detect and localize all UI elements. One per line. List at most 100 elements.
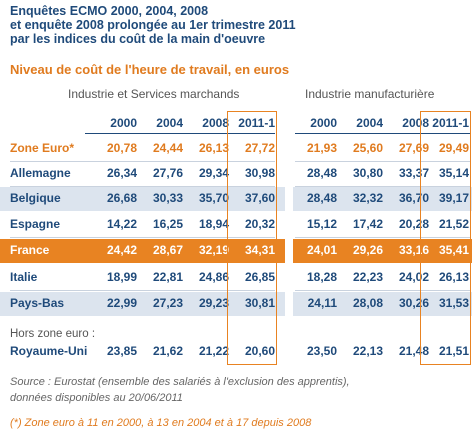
cell-manuf-2008: 30,26	[398, 296, 429, 310]
row-separator	[295, 290, 470, 291]
cell-services-2004: 16,25	[152, 217, 183, 231]
cell-manuf-2004: 25,60	[352, 141, 383, 155]
highlight-box-2011	[227, 111, 277, 365]
cell-manuf-2011-1: 29,49	[438, 141, 469, 155]
cell-manuf-2011-1: 31,53	[438, 296, 469, 310]
cell-services-2008: 26,13	[198, 141, 229, 155]
cell-manuf-2004: 30,80	[352, 166, 383, 180]
row-separator	[295, 161, 470, 162]
cell-services-2011-1: 34,31	[244, 243, 275, 257]
cell-manuf-2000: 28,48	[306, 191, 337, 205]
column-header-mfg-2008: 2008	[402, 116, 429, 130]
cell-services-2004: 27,76	[152, 166, 183, 180]
cell-manuf-2004: 28,08	[352, 296, 383, 310]
cell-services-2000: 22,99	[106, 296, 137, 310]
cell-manuf-2004: 29,26	[352, 243, 383, 257]
cell-manuf-2000: 23,50	[306, 344, 337, 358]
cell-services-2011-1: 37,60	[244, 191, 275, 205]
group-gap	[285, 187, 293, 211]
table-row: Italie 18,99 22,81 24,86 26,85 18,28 22,23 24,0…	[0, 266, 472, 290]
cell-services-2000: 20,78	[106, 141, 137, 155]
row-label: Italie	[10, 270, 38, 284]
cell-services-2011-1: 20,32	[244, 217, 275, 231]
column-header-svc-2000: 2000	[110, 116, 137, 130]
chart-subtitle: Niveau de coût de l'heure de travail, en…	[10, 62, 290, 77]
cell-manuf-2008: 24,02	[398, 270, 429, 284]
row-label: France	[10, 243, 50, 257]
row-label: Zone Euro*	[10, 141, 75, 155]
cell-manuf-2011-1: 21,52	[438, 217, 469, 231]
cell-manuf-2004: 22,23	[352, 270, 383, 284]
group-label-services: Industrie et Services marchands	[68, 87, 240, 101]
cell-manuf-2000: 15,12	[306, 217, 337, 231]
cell-services-2000: 23,85	[106, 344, 137, 358]
cell-manuf-2000: 24,11	[307, 296, 337, 310]
table-row: Espagne 14,22 16,25 18,94 20,32 15,12 17,42 20,…	[0, 213, 472, 237]
footnote: (*) Zone euro à 11 en 2000, à 13 en 2004…	[10, 417, 312, 429]
cell-services-2008: 29,34	[198, 166, 229, 180]
cell-services-2008: 35,70	[198, 191, 229, 205]
column-header-svc-2004: 2004	[156, 116, 183, 130]
cell-manuf-2008: 20,28	[398, 217, 429, 231]
column-header-mfg-2011-1: 2011-1	[432, 116, 469, 130]
cell-services-2011-1: 26,85	[244, 270, 275, 284]
header-rule-0	[85, 133, 275, 134]
cell-services-2011-1: 30,98	[244, 166, 275, 180]
cell-services-2011-1: 27,72	[244, 141, 275, 155]
column-header-svc-2011-1: 2011-1	[238, 116, 275, 130]
row-label: Pays-Bas	[10, 296, 65, 310]
row-separator	[295, 186, 470, 187]
cell-services-2000: 18,99	[106, 270, 137, 284]
column-header-mfg-2004: 2004	[356, 116, 383, 130]
cell-services-2004: 28,67	[152, 243, 183, 257]
cell-manuf-2008: 33,37	[398, 166, 429, 180]
cell-services-2008: 21,22	[198, 344, 229, 358]
cell-manuf-2011-1: 26,13	[438, 270, 469, 284]
row-separator	[10, 186, 275, 187]
highlight-box-2011	[420, 111, 471, 365]
cell-services-2008: 24,86	[198, 270, 229, 284]
cell-manuf-2011-1: 39,17	[438, 191, 469, 205]
table-row: Allemagne 26,34 27,76 29,34 30,98 28,48 30,80 3…	[0, 162, 472, 186]
table-row: Belgique 26,68 30,33 35,70 37,60 28,48 32,32 36…	[0, 187, 472, 211]
table-row: Pays-Bas 22,99 27,23 29,23 30,81 24,11 28,08 30…	[0, 292, 472, 316]
cell-services-2004: 30,33	[152, 191, 183, 205]
row-separator	[295, 237, 470, 238]
cell-services-2011-1: 30,81	[244, 296, 275, 310]
cell-services-2008: 29,23	[198, 296, 229, 310]
header-rule-1	[295, 133, 470, 134]
table-row: Royaume-Uni 23,85 21,62 21,22 20,60 23,50 22,1…	[0, 340, 472, 364]
cell-services-2000: 14,22	[106, 217, 137, 231]
group-gap	[285, 239, 293, 263]
cell-manuf-2008: 36,70	[398, 191, 429, 205]
cell-manuf-2004: 32,32	[352, 191, 383, 205]
cell-manuf-2008: 21,48	[398, 344, 429, 358]
source-note: Source : Eurostat (ensemble des salariés…	[10, 376, 350, 404]
cell-services-2008: 32,19	[198, 243, 229, 257]
cell-manuf-2004: 22,13	[352, 344, 383, 358]
cell-manuf-2000: 28,48	[306, 166, 337, 180]
cell-manuf-2004: 17,42	[352, 217, 383, 231]
chart-title: Enquêtes ECMO 2000, 2004, 2008 et enquêt…	[10, 4, 296, 46]
cell-manuf-2011-1: 35,14	[438, 166, 469, 180]
cell-services-2004: 24,44	[152, 141, 183, 155]
cell-services-2008: 18,94	[198, 217, 229, 231]
cell-manuf-2011-1: 21,51	[438, 344, 469, 358]
column-header-svc-2008: 2008	[202, 116, 229, 130]
table-row: Zone Euro* 20,78 24,44 26,13 27,72 21,93 25,60…	[0, 137, 472, 161]
group-gap	[285, 292, 293, 316]
cell-manuf-2000: 18,28	[306, 270, 337, 284]
group-label-manufacturing: Industrie manufacturière	[305, 87, 435, 101]
hors-zone-label: Hors zone euro :	[10, 328, 96, 340]
cell-manuf-2008: 33,16	[398, 243, 429, 257]
row-label: Belgique	[10, 191, 61, 205]
row-separator	[10, 290, 275, 291]
cell-services-2000: 26,34	[106, 166, 137, 180]
cell-manuf-2000: 21,93	[306, 141, 337, 155]
row-label: Allemagne	[10, 166, 71, 180]
cell-manuf-2011-1: 35,41	[438, 243, 469, 257]
cell-services-2011-1: 20,60	[244, 344, 275, 358]
table-row: France 24,42 28,67 32,19 34,31 24,01 29,26 33,1…	[0, 239, 472, 263]
cell-manuf-2000: 24,01	[306, 243, 337, 257]
cell-services-2004: 22,81	[152, 270, 183, 284]
